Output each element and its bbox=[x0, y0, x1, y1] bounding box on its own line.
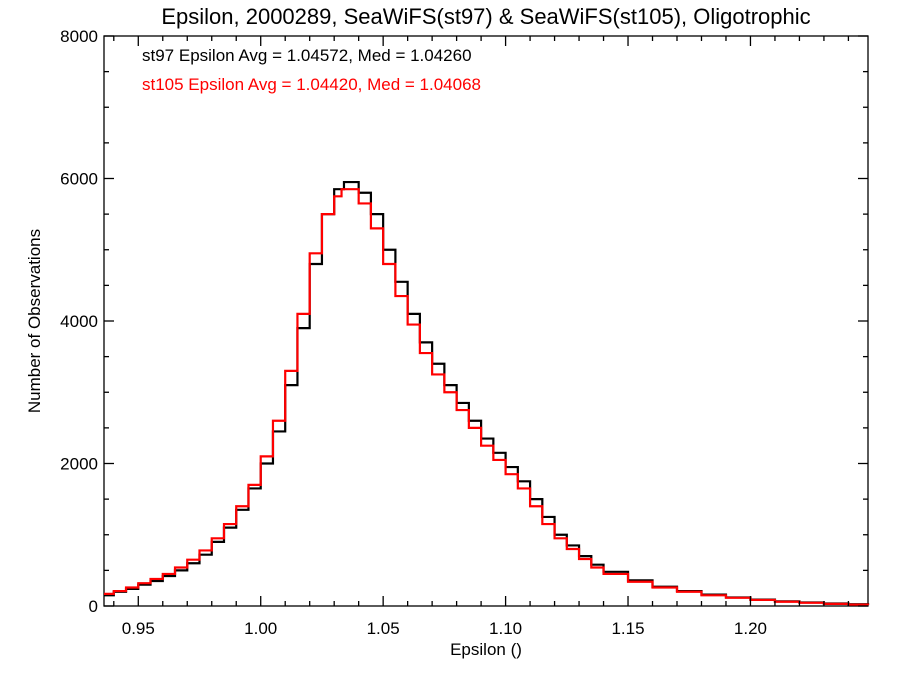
x-tick-label: 1.20 bbox=[734, 619, 767, 638]
y-tick-label: 2000 bbox=[60, 455, 98, 474]
plot-area: 0.95 1.00 1.05 1.10 1.15 1.20 0 2000 4000 6000 800… bbox=[60, 27, 870, 638]
x-axis-label: Epsilon () bbox=[450, 640, 522, 659]
x-tick-label: 1.00 bbox=[244, 619, 277, 638]
y-tick-label: 8000 bbox=[60, 27, 98, 46]
annotation-st105: st105 Epsilon Avg = 1.04420, Med = 1.040… bbox=[142, 75, 481, 94]
y-tick-label: 4000 bbox=[60, 312, 98, 331]
x-tick-label: 1.05 bbox=[367, 619, 400, 638]
y-axis-label: Number of Observations bbox=[25, 229, 44, 413]
tick-layer: 0.95 1.00 1.05 1.10 1.15 1.20 0 2000 4000 6000 800… bbox=[60, 27, 868, 638]
y-tick-label: 6000 bbox=[60, 170, 98, 189]
x-tick-label: 1.15 bbox=[611, 619, 644, 638]
x-tick-label: 0.95 bbox=[122, 619, 155, 638]
series-line-1 bbox=[104, 188, 870, 606]
annotation-st97: st97 Epsilon Avg = 1.04572, Med = 1.0426… bbox=[142, 46, 472, 65]
x-tick-label: 1.10 bbox=[489, 619, 522, 638]
y-tick-label: 0 bbox=[89, 597, 98, 616]
series-layer bbox=[104, 180, 870, 606]
chart-title: Epsilon, 2000289, SeaWiFS(st97) & SeaWiF… bbox=[161, 4, 810, 29]
